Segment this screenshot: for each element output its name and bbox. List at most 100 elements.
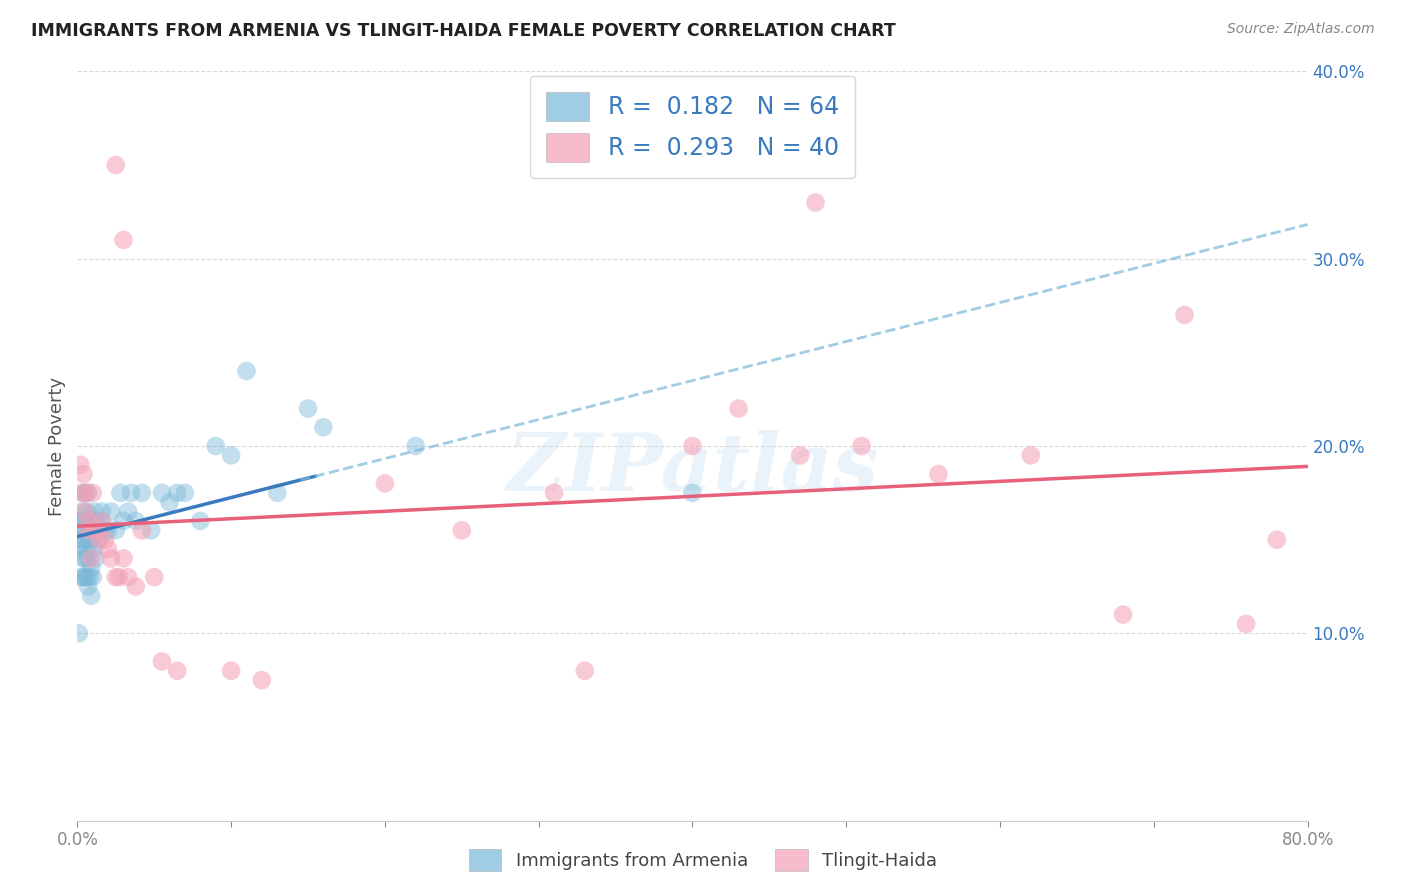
Point (70, 542, 93, 557)
Point (79, 570, 101, 584)
Point (72, 524, 94, 538)
Point (77, 486, 100, 500)
Point (150, 486, 173, 500)
Point (104, 158, 127, 172)
Point (82, 570, 104, 584)
Point (73, 486, 96, 500)
Point (204, 439, 226, 453)
Point (188, 514, 212, 528)
Point (70, 533, 93, 547)
Point (97, 524, 120, 538)
Point (76, 486, 98, 500)
Legend: Immigrants from Armenia, Tlingit-Haida: Immigrants from Armenia, Tlingit-Haida (461, 842, 945, 879)
Point (104, 524, 127, 538)
Point (83, 542, 105, 557)
Point (125, 580, 148, 594)
Point (219, 449, 242, 463)
Point (112, 233, 135, 247)
Point (125, 514, 148, 528)
Point (94, 524, 117, 538)
Point (94, 533, 117, 547)
Y-axis label: Female Poverty: Female Poverty (48, 376, 66, 516)
Point (727, 401, 749, 416)
Point (1265, 533, 1288, 547)
Point (374, 476, 396, 491)
Point (100, 505, 122, 519)
Point (84, 551, 107, 566)
Point (450, 524, 472, 538)
Point (69, 570, 91, 584)
Point (72, 486, 94, 500)
Point (1174, 308, 1197, 322)
Point (67, 626, 90, 640)
Point (89, 514, 111, 528)
Point (574, 664, 596, 678)
Point (90, 505, 114, 519)
Point (76, 542, 98, 557)
Point (73, 505, 96, 519)
Point (100, 551, 122, 566)
Point (1019, 449, 1042, 463)
Point (90, 514, 114, 528)
Point (104, 570, 127, 584)
Point (682, 486, 704, 500)
Legend: R =  0.182   N = 64, R =  0.293   N = 40: R = 0.182 N = 64, R = 0.293 N = 40 (530, 76, 855, 178)
Point (928, 467, 950, 482)
Point (69, 458, 91, 472)
Point (97, 542, 120, 557)
Point (166, 664, 188, 678)
Point (84, 514, 107, 528)
Point (166, 486, 188, 500)
Point (83, 505, 105, 519)
Point (73, 570, 96, 584)
Point (159, 495, 181, 509)
Point (72, 570, 94, 584)
Point (131, 486, 153, 500)
Point (297, 401, 319, 416)
Point (77, 524, 100, 538)
Point (80, 561, 103, 575)
Point (76, 570, 98, 584)
Point (851, 439, 873, 453)
Point (131, 524, 153, 538)
Point (117, 505, 139, 519)
Point (80, 533, 103, 547)
Point (69, 524, 91, 538)
Point (87, 533, 110, 547)
Point (1234, 617, 1257, 632)
Point (117, 570, 139, 584)
Point (70, 505, 93, 519)
Point (79, 533, 101, 547)
Point (77, 551, 100, 566)
Point (219, 664, 242, 678)
Point (79, 514, 101, 528)
Point (150, 655, 173, 669)
Point (72, 551, 94, 566)
Point (82, 486, 104, 500)
Point (1112, 607, 1135, 622)
Point (73, 514, 96, 528)
Text: IMMIGRANTS FROM ARMENIA VS TLINGIT-HAIDA FEMALE POVERTY CORRELATION CHART: IMMIGRANTS FROM ARMENIA VS TLINGIT-HAIDA… (31, 22, 896, 40)
Point (82, 514, 104, 528)
Point (112, 551, 135, 566)
Point (84, 524, 107, 538)
Point (69, 514, 91, 528)
Point (543, 486, 565, 500)
Point (70, 486, 93, 500)
Point (266, 486, 288, 500)
Point (789, 449, 811, 463)
Point (250, 673, 273, 688)
Point (80, 589, 103, 603)
Point (112, 514, 135, 528)
Point (804, 195, 827, 210)
Point (73, 533, 96, 547)
Point (141, 524, 163, 538)
Point (235, 364, 257, 378)
Point (312, 420, 335, 434)
Point (174, 486, 197, 500)
Point (70, 514, 93, 528)
Text: Source: ZipAtlas.com: Source: ZipAtlas.com (1227, 22, 1375, 37)
Point (120, 486, 142, 500)
Point (67, 533, 90, 547)
Point (76, 505, 98, 519)
